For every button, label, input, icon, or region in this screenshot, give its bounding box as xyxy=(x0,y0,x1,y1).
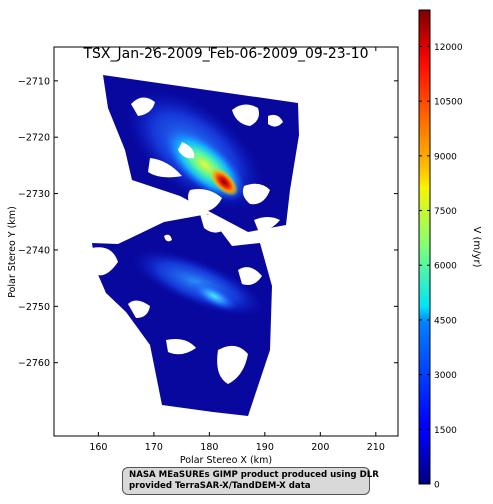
credit-line-1: NASA MEaSUREs GIMP product produced usin… xyxy=(129,470,379,480)
y-tick-label: −2720 xyxy=(18,133,50,144)
plot-area xyxy=(53,46,399,437)
colorbar-tick-label: 3000 xyxy=(434,371,457,381)
x-tick-label: 170 xyxy=(145,442,163,453)
x-tick-label: 180 xyxy=(200,442,218,453)
colorbar-gradient xyxy=(418,9,431,485)
y-axis: −2710 −2720 −2730 −2740 −2750 −2760 xyxy=(18,76,398,369)
y-tick-label: −2750 xyxy=(18,302,50,313)
calving-front-core xyxy=(209,167,239,197)
colorbar-tick-label: 6000 xyxy=(434,262,457,272)
y-tick-label: −2710 xyxy=(18,76,50,87)
colorbar-label: V (m/yr) xyxy=(471,227,482,268)
no-data-regions xyxy=(92,97,283,384)
plot-frame xyxy=(53,46,399,437)
x-tick-label: 160 xyxy=(89,442,107,453)
colorbar-tick-label: 0 xyxy=(434,481,440,491)
y-tick-label: −2730 xyxy=(18,189,50,200)
x-axis-label: Polar Stereo X (km) xyxy=(180,455,272,466)
x-tick-label: 190 xyxy=(256,442,274,453)
x-axis: 160 170 180 190 200 210 xyxy=(89,47,385,453)
lower-flow-main xyxy=(190,280,238,312)
x-tick-label: 200 xyxy=(311,442,329,453)
y-tick-label: −2760 xyxy=(18,358,50,369)
colorbar-tick-label: 12000 xyxy=(434,43,463,53)
colorbar-tick-label: 1500 xyxy=(434,426,457,436)
y-axis-label: Polar Stereo Y (km) xyxy=(7,206,18,298)
credit-line-2: provided TerraSAR-X/TandDEM-X data xyxy=(129,481,311,491)
credit-box: NASA MEaSUREs GIMP product produced usin… xyxy=(122,467,379,495)
colorbar-tick-label: 4500 xyxy=(434,316,457,326)
colorbar-ticks: 0 1500 3000 4500 6000 7500 9000 10500 12000 xyxy=(419,43,463,491)
chart-title: TSX_Jan-26-2009_Feb-06-2009_09-23-10 xyxy=(82,46,368,62)
x-tick-label: 210 xyxy=(367,442,385,453)
colorbar-tick-label: 10500 xyxy=(434,98,463,108)
colorbar-tick-label: 7500 xyxy=(434,207,457,217)
colorbar-tick-label: 9000 xyxy=(434,152,457,162)
colorbar: 0 1500 3000 4500 6000 7500 9000 10500 12000 V (m… xyxy=(418,9,482,491)
y-tick-label: −2740 xyxy=(18,245,50,256)
